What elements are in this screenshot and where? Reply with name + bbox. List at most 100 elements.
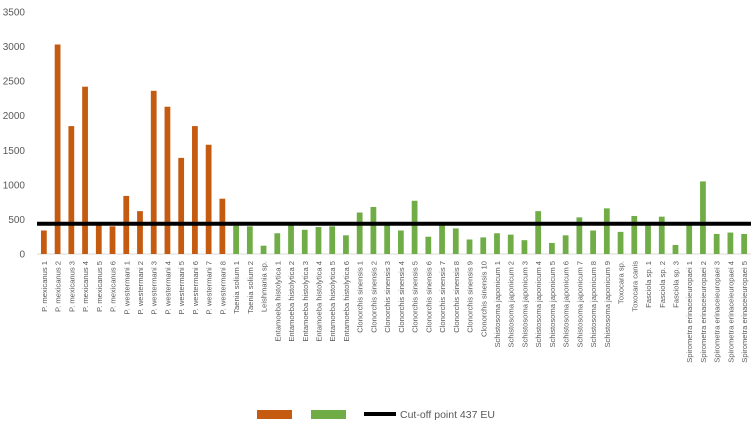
bar xyxy=(713,233,720,254)
bar xyxy=(343,235,349,254)
x-tick-label: Clonorchis sinensis 9 xyxy=(466,261,475,333)
bar xyxy=(411,200,418,254)
x-tick-label: Clonorchis sinensis 8 xyxy=(452,261,461,333)
y-tick-label: 2000 xyxy=(3,111,26,122)
x-tick-label: P. westermani 3 xyxy=(150,261,159,314)
bar xyxy=(521,240,528,254)
x-tick-label: Schistosoma japonicum 6 xyxy=(562,261,571,348)
x-tick-label: Spirometra erinaceieuropaei 4 xyxy=(726,261,735,363)
bar xyxy=(246,226,253,254)
x-tick-label: Schistosoma japonicum 2 xyxy=(507,261,516,348)
bars-group xyxy=(40,44,748,255)
bar xyxy=(686,224,693,254)
bar xyxy=(658,216,665,254)
bar xyxy=(494,233,500,254)
x-tick-label: Spirometra erinaceieuropaei 1 xyxy=(685,261,694,363)
bar xyxy=(480,237,487,254)
bar xyxy=(315,227,322,254)
x-tick-label: Spirometra erinaceieuropaei 2 xyxy=(699,261,708,363)
x-tick-label: Fasciola sp. 3 xyxy=(671,261,680,308)
bar xyxy=(288,224,294,254)
x-tick-label: Toxocara canis xyxy=(630,261,639,312)
bar xyxy=(384,223,391,254)
x-tick-label: Spirometra erinaceieuropaei 5 xyxy=(740,261,749,363)
bar xyxy=(549,242,555,254)
y-tick-label: 500 xyxy=(8,215,25,226)
bar xyxy=(741,233,748,254)
y-tick-label: 2500 xyxy=(3,77,26,88)
bar xyxy=(535,211,542,254)
x-tick-label: P. westermani 6 xyxy=(191,261,200,314)
x-tick-label: Clonorchis sinensis 6 xyxy=(424,261,433,333)
bar xyxy=(507,234,514,254)
y-tick-label: 0 xyxy=(19,250,25,261)
bar xyxy=(329,226,336,254)
bar xyxy=(672,245,679,254)
bar xyxy=(631,215,638,254)
x-tick-label: P. westermani 1 xyxy=(122,261,131,314)
legend-swatch-group2 xyxy=(311,410,346,419)
bar xyxy=(137,211,143,254)
bar xyxy=(219,198,226,254)
x-tick-label: Clonorchis sinensis 5 xyxy=(411,261,420,333)
bar xyxy=(150,90,157,254)
x-tick-label: P. mexicanus 6 xyxy=(109,261,118,312)
x-tick-label: Clonorchis sinensis 10 xyxy=(479,261,488,337)
x-tick-label: Leishmania sp. xyxy=(260,261,269,312)
bar xyxy=(645,223,651,254)
bar xyxy=(452,228,459,254)
x-tick-label: Fasciola sp. 2 xyxy=(658,261,667,308)
x-tick-label: P. mexicanus 2 xyxy=(54,261,63,312)
bar xyxy=(727,232,734,254)
x-tick-label: Clonorchis sinensis 2 xyxy=(369,261,378,333)
bar xyxy=(178,157,185,254)
x-tick-labels: P. mexicanus 1 P. mexicanus 2 P. mexicanus… xyxy=(40,261,749,363)
bar xyxy=(274,233,281,254)
bar xyxy=(260,245,267,254)
x-tick-label: Clonorchis sinensis 3 xyxy=(383,261,392,333)
bar xyxy=(301,229,308,254)
bar xyxy=(397,230,404,254)
x-tick-label: Entamoeba histolytica 4 xyxy=(314,261,323,342)
x-tick-label: Fasciola sp. 1 xyxy=(644,261,653,308)
x-tick-label: P. westermani 2 xyxy=(136,261,145,314)
bar xyxy=(205,144,212,254)
x-tick-label: Schistosoma japonicum 8 xyxy=(589,261,598,348)
x-tick-label: Clonorchis sinensis 4 xyxy=(397,261,406,333)
x-tick-label: Entamoeba histolytica 6 xyxy=(342,261,351,342)
x-tick-label: P. mexicanus 3 xyxy=(67,261,76,312)
bar xyxy=(82,86,88,254)
x-tick-label: Entamoeba histolytica 2 xyxy=(287,261,296,342)
legend-swatch-group1 xyxy=(257,410,292,419)
bar xyxy=(590,230,596,254)
bar xyxy=(109,226,116,254)
x-tick-label: Schistosoma japonicum 4 xyxy=(534,261,543,348)
x-tick-label: Toxocara sp. xyxy=(617,261,626,304)
bar xyxy=(192,126,198,254)
legend: Cut-off point 437 EU xyxy=(257,409,495,421)
x-tick-label: Taenia solium 1 xyxy=(232,261,241,314)
legend-cutoff-label: Cut-off point 437 EU xyxy=(400,409,495,421)
x-tick-label: Schistosoma japonicum 7 xyxy=(575,261,584,348)
x-tick-label: Entamoeba histolytica 3 xyxy=(301,261,310,342)
bar xyxy=(164,106,171,255)
x-tick-label: Schistosoma japonicum 9 xyxy=(603,261,612,348)
x-tick-label: P. westermani 7 xyxy=(205,261,214,314)
bar xyxy=(700,181,706,254)
x-tick-label: Spirometra erinaceieuropaei 3 xyxy=(713,261,722,363)
x-tick-label: P. mexicanus 4 xyxy=(81,261,90,312)
y-axis: 0 500 1000 1500 2000 2500 3000 3500 xyxy=(3,8,26,261)
x-tick-label: Entamoeba histolytica 5 xyxy=(328,261,337,342)
y-tick-label: 1000 xyxy=(3,180,26,191)
bar xyxy=(439,224,445,254)
x-tick-label: P. westermani 8 xyxy=(218,261,227,314)
x-tick-label: Schistosoma japonicum 1 xyxy=(493,261,502,348)
y-tick-label: 3000 xyxy=(3,42,26,53)
bar xyxy=(68,126,75,254)
bar xyxy=(356,212,363,254)
x-tick-label: Clonorchis sinensis 7 xyxy=(438,261,447,333)
x-tick-label: Clonorchis sinensis 1 xyxy=(356,261,365,333)
x-tick-label: Schistosoma japonicum 5 xyxy=(548,261,557,348)
bar xyxy=(95,224,102,254)
